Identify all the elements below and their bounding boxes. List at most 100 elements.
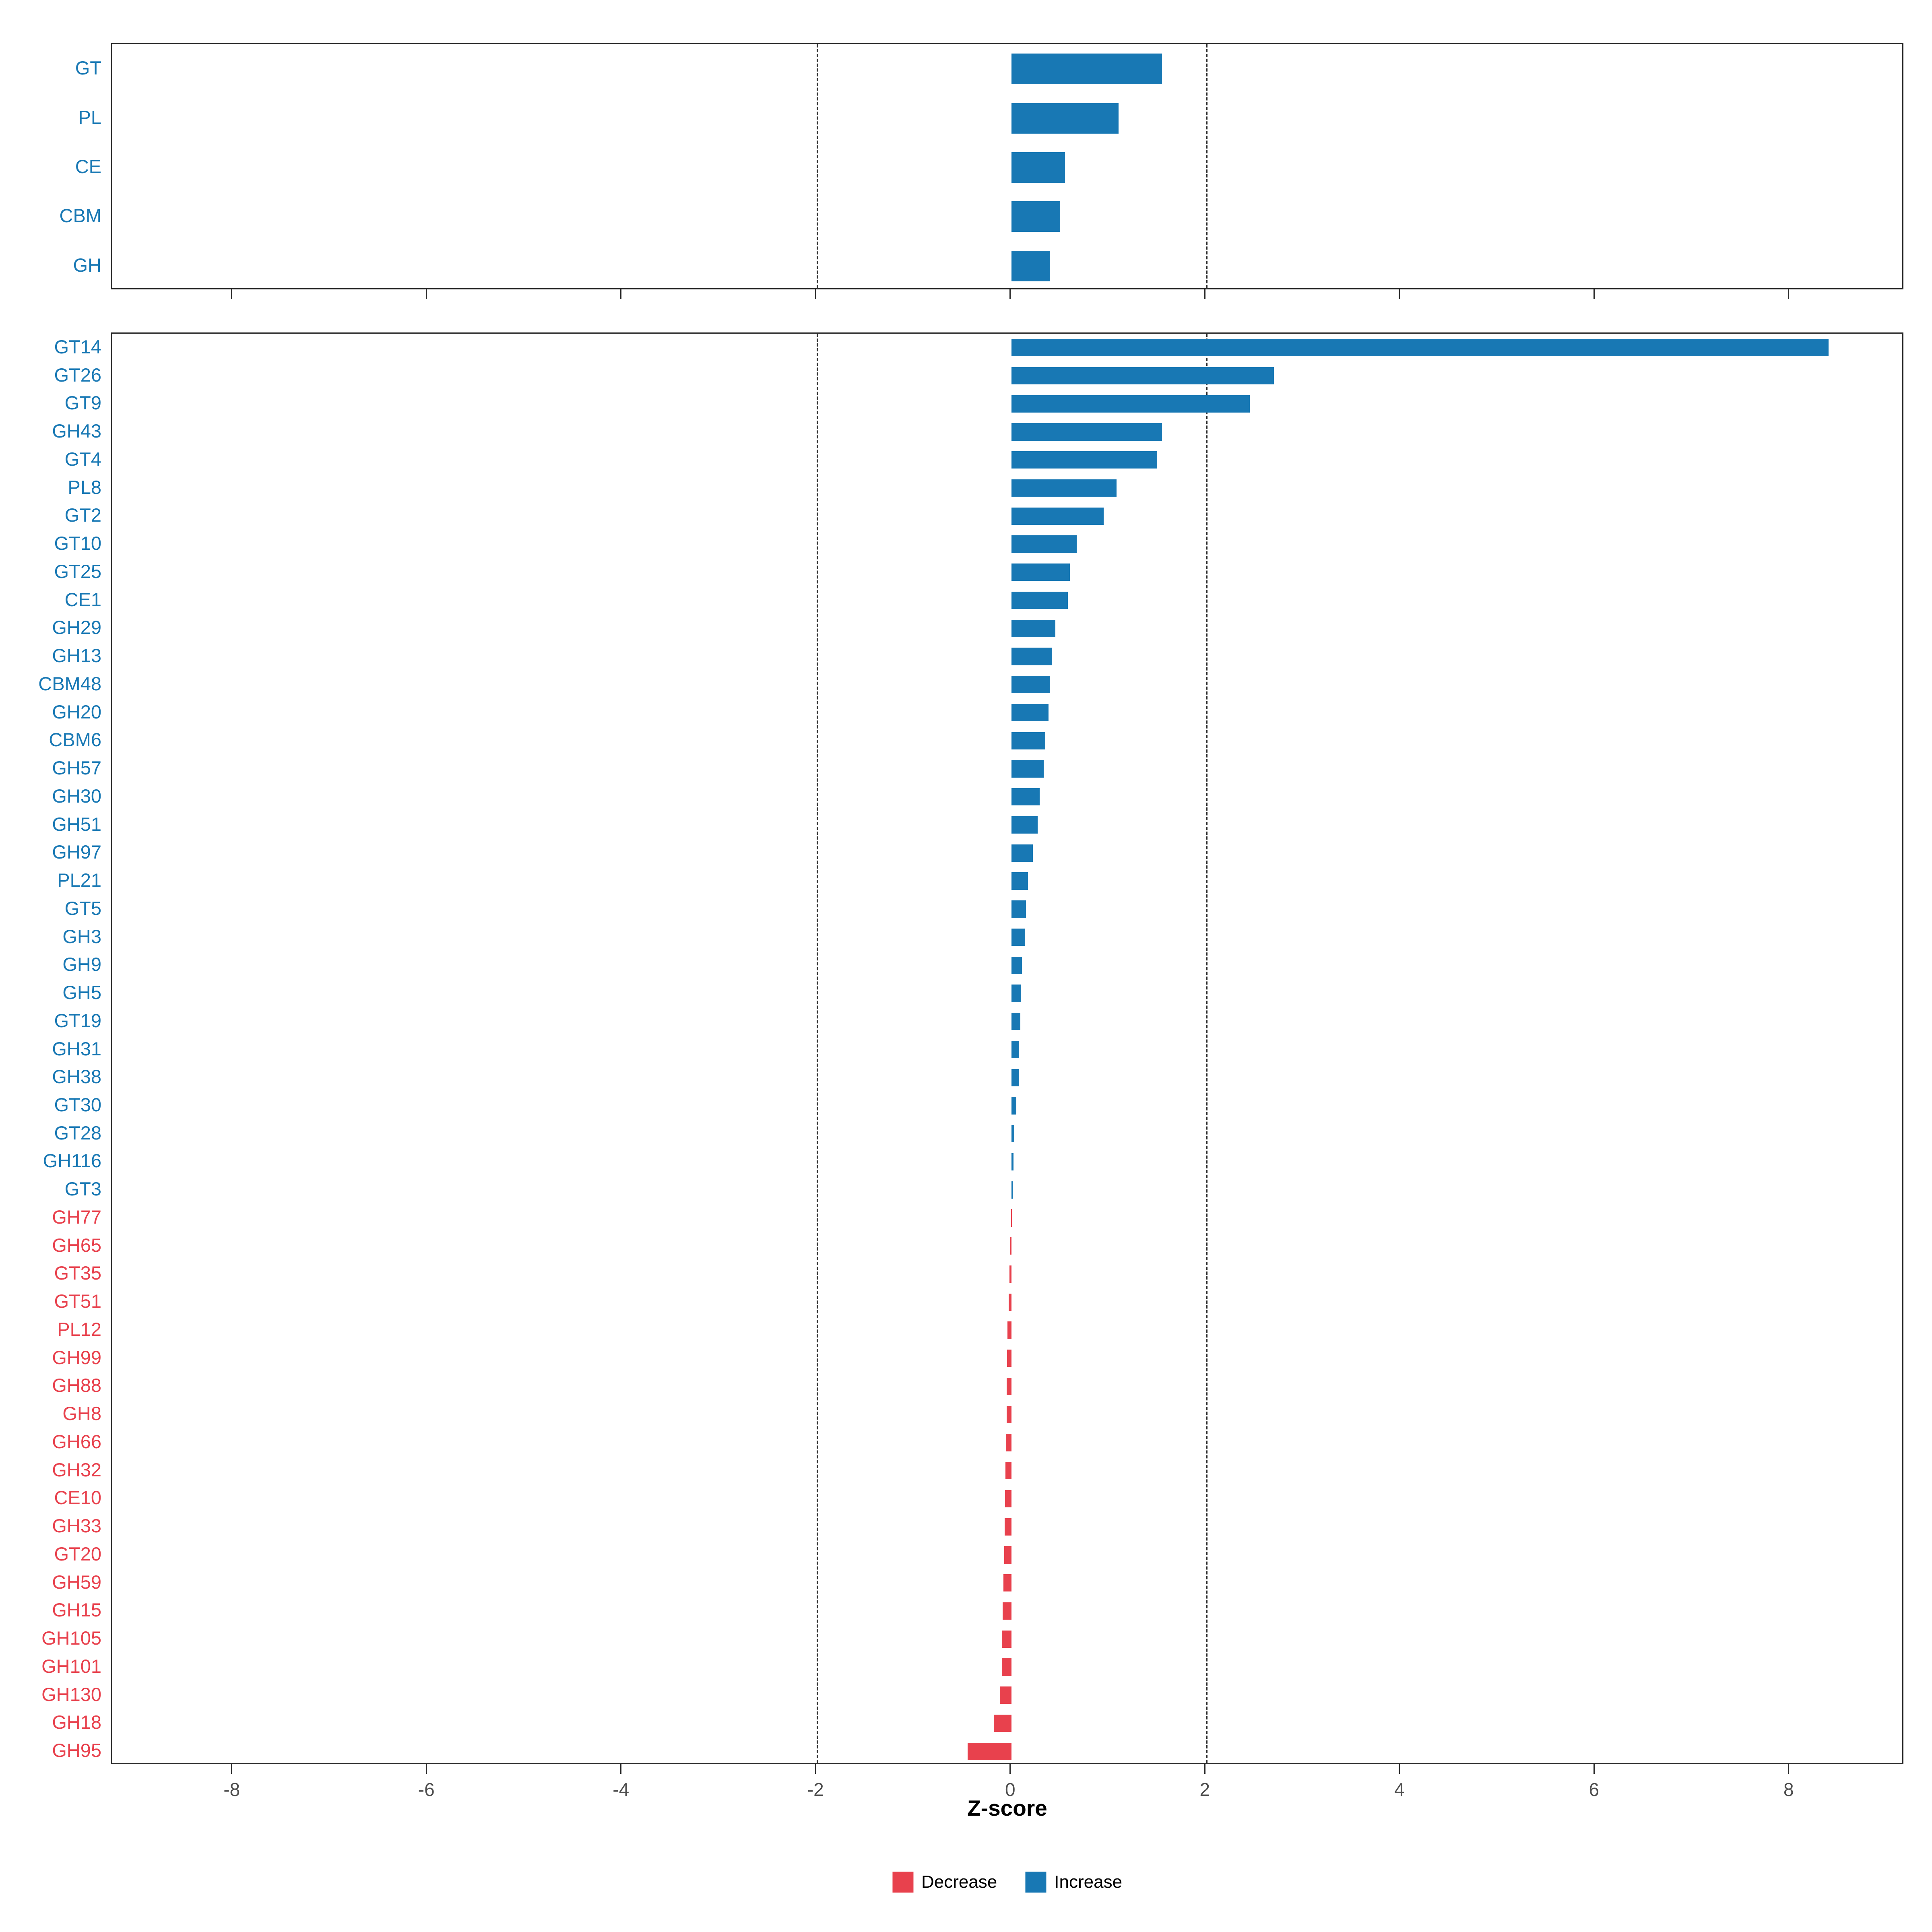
bar-GH101	[1001, 1658, 1011, 1676]
row-label-GT9: GT9	[64, 392, 101, 414]
row-label-GT4: GT4	[64, 448, 101, 470]
row-label-CBM: CBM	[59, 205, 101, 227]
bar-GT	[1011, 54, 1162, 85]
row-label-GT35: GT35	[54, 1262, 101, 1284]
legend-swatch-decrease	[892, 1872, 913, 1893]
bar-GT3	[1011, 1181, 1013, 1199]
x-axis-tick-label: -4	[613, 1779, 630, 1800]
bar-GH3	[1011, 928, 1025, 946]
row-label-GT2: GT2	[64, 504, 101, 526]
bar-GH13	[1011, 648, 1053, 665]
row-label-GH97: GH97	[52, 841, 101, 863]
bar-GH30	[1011, 788, 1040, 806]
row-label-GH: GH	[73, 254, 102, 276]
x-axis-tick	[425, 1764, 427, 1774]
bar-GH8	[1006, 1406, 1011, 1423]
x-axis-tick	[231, 1764, 233, 1774]
bar-PL	[1011, 103, 1119, 134]
row-label-GH38: GH38	[52, 1066, 101, 1088]
bar-GH20	[1011, 704, 1049, 722]
bar-CE	[1011, 152, 1065, 183]
bar-GH59	[1003, 1574, 1011, 1592]
x-axis-tick-label: 6	[1589, 1779, 1600, 1800]
bar-GT5	[1011, 900, 1026, 918]
reference-line--2	[817, 334, 819, 1763]
bar-CE10	[1005, 1490, 1011, 1508]
bar-GH43	[1011, 423, 1162, 441]
x-axis-tick	[231, 289, 233, 299]
row-label-GH99: GH99	[52, 1346, 101, 1368]
bar-GT14	[1011, 339, 1829, 357]
bar-GT2	[1011, 507, 1104, 525]
bar-GH130	[999, 1686, 1011, 1704]
row-label-GH105: GH105	[41, 1627, 101, 1649]
row-label-GT30: GT30	[54, 1094, 101, 1115]
row-label-GH32: GH32	[52, 1459, 101, 1480]
bar-GT19	[1011, 1013, 1020, 1030]
bar-GH9	[1011, 956, 1022, 974]
bar-GH99	[1007, 1350, 1011, 1367]
bar-GH18	[994, 1714, 1011, 1732]
row-label-GH95: GH95	[52, 1740, 101, 1761]
bar-GH65	[1010, 1237, 1011, 1255]
bar-GH	[1011, 250, 1051, 281]
legend-label-decrease: Decrease	[921, 1872, 997, 1892]
x-axis-tick	[1788, 1764, 1790, 1774]
row-label-GH15: GH15	[52, 1599, 101, 1621]
row-label-GH13: GH13	[52, 645, 101, 667]
bar-GH116	[1011, 1153, 1013, 1171]
row-label-GH66: GH66	[52, 1430, 101, 1452]
bar-GT20	[1004, 1546, 1011, 1564]
legend-label-increase: Increase	[1054, 1872, 1123, 1892]
row-label-GH59: GH59	[52, 1571, 101, 1593]
bar-GT10	[1011, 535, 1077, 553]
bar-GH66	[1006, 1434, 1011, 1451]
row-label-PL12: PL12	[57, 1318, 101, 1340]
bar-GH31	[1011, 1040, 1020, 1059]
bar-GT51	[1008, 1293, 1011, 1311]
x-axis-tick-label: -8	[223, 1779, 240, 1800]
row-label-CBM6: CBM6	[49, 729, 101, 751]
x-axis-tick	[620, 289, 622, 299]
legend-swatch-increase	[1025, 1872, 1046, 1893]
row-label-GH116: GH116	[43, 1150, 101, 1172]
x-axis-tick	[815, 289, 816, 299]
row-label-GT25: GT25	[54, 560, 101, 582]
row-label-GT14: GT14	[54, 336, 101, 357]
row-label-GT26: GT26	[54, 364, 101, 386]
bar-GH88	[1006, 1377, 1011, 1395]
row-label-GT5: GT5	[64, 897, 101, 919]
bar-GT25	[1011, 564, 1070, 581]
row-label-GH65: GH65	[52, 1234, 101, 1256]
bar-GT28	[1011, 1125, 1014, 1143]
row-label-GH33: GH33	[52, 1515, 101, 1537]
bar-GH32	[1005, 1462, 1011, 1480]
x-axis-tick	[1788, 289, 1790, 299]
row-label-CE: CE	[75, 156, 101, 177]
row-label-GT: GT	[75, 57, 101, 79]
x-axis-tick-label: -6	[418, 1779, 435, 1800]
row-label-GH5: GH5	[62, 982, 101, 1003]
bar-PL21	[1011, 872, 1028, 890]
x-axis-tick	[1204, 1764, 1205, 1774]
row-label-GH8: GH8	[62, 1403, 101, 1424]
row-label-GT20: GT20	[54, 1543, 101, 1565]
x-axis-tick	[1204, 289, 1205, 299]
bar-CBM6	[1011, 732, 1046, 749]
x-axis-tick-label: 8	[1783, 1779, 1794, 1800]
bar-PL8	[1011, 479, 1117, 497]
row-label-GH43: GH43	[52, 420, 101, 442]
reference-line--2	[817, 44, 819, 288]
row-label-PL21: PL21	[57, 869, 101, 891]
bar-GH15	[1002, 1602, 1011, 1620]
row-label-GH3: GH3	[62, 925, 101, 947]
x-axis-tick	[1593, 1764, 1595, 1774]
legend: Decrease Increase	[892, 1872, 1122, 1893]
row-label-GH29: GH29	[52, 617, 101, 638]
row-label-GT3: GT3	[64, 1178, 101, 1200]
x-axis-tick-label: 0	[1005, 1779, 1016, 1800]
bar-GH105	[1001, 1630, 1011, 1648]
row-label-CE1: CE1	[64, 588, 101, 610]
reference-line-2	[1206, 334, 1208, 1763]
